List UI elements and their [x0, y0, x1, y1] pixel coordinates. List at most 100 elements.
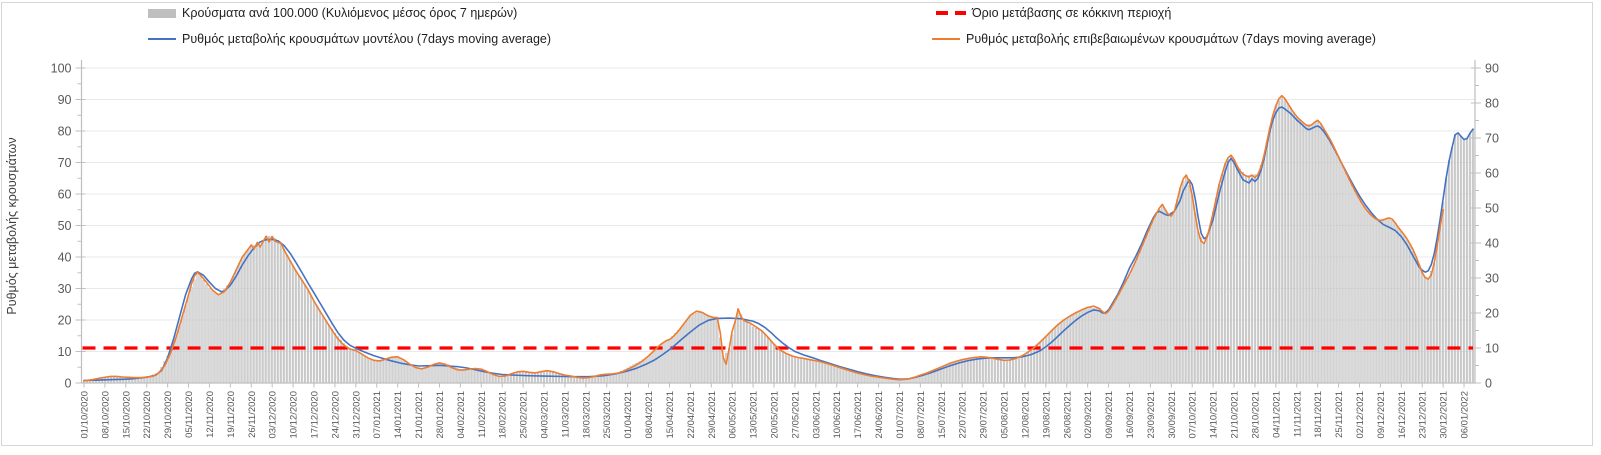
case-bar [516, 371, 519, 384]
case-bar [778, 348, 782, 384]
case-bar [429, 365, 432, 384]
case-bar [1274, 105, 1277, 384]
case-bar [1253, 174, 1256, 384]
case-bar [1179, 187, 1182, 384]
case-bar [315, 305, 319, 384]
case-bar [767, 337, 770, 384]
case-bar [1361, 203, 1364, 384]
case-bar [1122, 285, 1125, 384]
case-bar [790, 355, 793, 384]
x-tick-label: 04/02/2021 [456, 391, 467, 439]
case-bar [862, 374, 865, 384]
x-tick-label: 06/01/2022 [1460, 391, 1471, 439]
case-bar [193, 279, 196, 384]
case-bar [644, 357, 647, 384]
case-bar [444, 363, 447, 384]
case-bar [522, 371, 525, 384]
case-bar [1128, 273, 1131, 384]
case-bar [1301, 121, 1304, 384]
case-bar [432, 364, 435, 384]
case-bar [1313, 122, 1316, 384]
case-bar [1053, 327, 1056, 384]
case-bar [1152, 218, 1155, 384]
case-bar [647, 355, 650, 384]
case-bar [250, 244, 253, 384]
case-bar [1241, 172, 1245, 384]
case-bar [378, 359, 381, 384]
case-bar [190, 287, 193, 384]
case-bar [982, 356, 985, 384]
x-tick-label: 22/10/2020 [142, 391, 153, 439]
case-bar [988, 357, 991, 384]
case-bar [617, 372, 620, 384]
case-bar [354, 350, 357, 384]
case-bar [1292, 112, 1295, 384]
case-bar [345, 346, 348, 384]
case-bar [832, 365, 835, 384]
case-bar [1471, 129, 1475, 384]
case-bar [181, 315, 184, 384]
case-bar [1283, 99, 1286, 384]
x-tick-label: 27/05/2021 [790, 391, 801, 439]
model-line [83, 106, 1474, 382]
case-bar [752, 326, 755, 384]
x-tick-label: 10/12/2020 [289, 391, 300, 439]
case-bar [572, 376, 575, 384]
y-right-tick-label: 0 [1485, 377, 1492, 391]
case-bar [1457, 132, 1460, 384]
legend-label-cases-bars: Κρούσματα ανά 100.000 (Κυλιόμενος μέσος … [182, 6, 518, 20]
x-tick-label: 19/11/2020 [226, 391, 237, 438]
confirmed-line [83, 94, 1444, 382]
case-bar [1448, 160, 1451, 384]
case-bar [1295, 116, 1298, 384]
case-bar [973, 357, 976, 384]
x-tick-label: 22/07/2021 [958, 391, 969, 439]
x-tick-label: 12/08/2021 [1020, 391, 1031, 439]
case-bar [853, 372, 856, 384]
case-bar [1215, 197, 1218, 384]
x-tick-label: 22/04/2021 [686, 391, 697, 439]
y-right-tick-label: 20 [1485, 307, 1499, 321]
case-bar [1206, 234, 1209, 384]
x-tick-label: 08/07/2021 [916, 391, 927, 439]
case-bar [850, 371, 853, 384]
case-bar [1412, 250, 1415, 384]
x-tick-label: 03/12/2020 [268, 391, 279, 439]
case-bar [274, 238, 277, 384]
case-bar [214, 292, 217, 384]
case-bar [301, 280, 304, 384]
case-bar [283, 248, 286, 384]
x-tick-label: 01/07/2021 [895, 391, 906, 439]
case-bar [755, 328, 758, 384]
case-bar [1280, 95, 1283, 384]
case-bar [417, 368, 420, 384]
x-tick-label: 23/09/2021 [1146, 391, 1157, 439]
case-bar [713, 316, 716, 384]
case-bar [1289, 107, 1292, 384]
case-bar [653, 350, 656, 384]
y-right-tick-label: 50 [1485, 202, 1499, 216]
y-right-tick-label: 10 [1485, 342, 1499, 356]
x-tick-label: 10/06/2021 [832, 391, 843, 439]
case-bar [1427, 278, 1430, 384]
case-bar [1005, 359, 1009, 384]
case-bar [420, 367, 423, 384]
case-bar [330, 328, 333, 384]
case-bar [796, 357, 799, 384]
case-bar [826, 363, 829, 384]
case-bar [635, 363, 638, 384]
x-tick-label: 08/04/2021 [644, 391, 655, 439]
case-bar [306, 290, 310, 384]
case-bar [787, 354, 790, 384]
blue-line-swatch-icon [148, 37, 176, 41]
case-bar [1415, 257, 1418, 384]
case-bar [1394, 222, 1397, 384]
case-bar [309, 295, 313, 384]
case-bar [1459, 136, 1463, 384]
case-bar [758, 329, 761, 384]
case-bar [1134, 260, 1137, 384]
y-right-tick-label: 80 [1485, 97, 1499, 111]
case-bar [674, 333, 677, 384]
y-left-tick-label: 100 [51, 62, 72, 76]
case-bar [1424, 277, 1427, 384]
